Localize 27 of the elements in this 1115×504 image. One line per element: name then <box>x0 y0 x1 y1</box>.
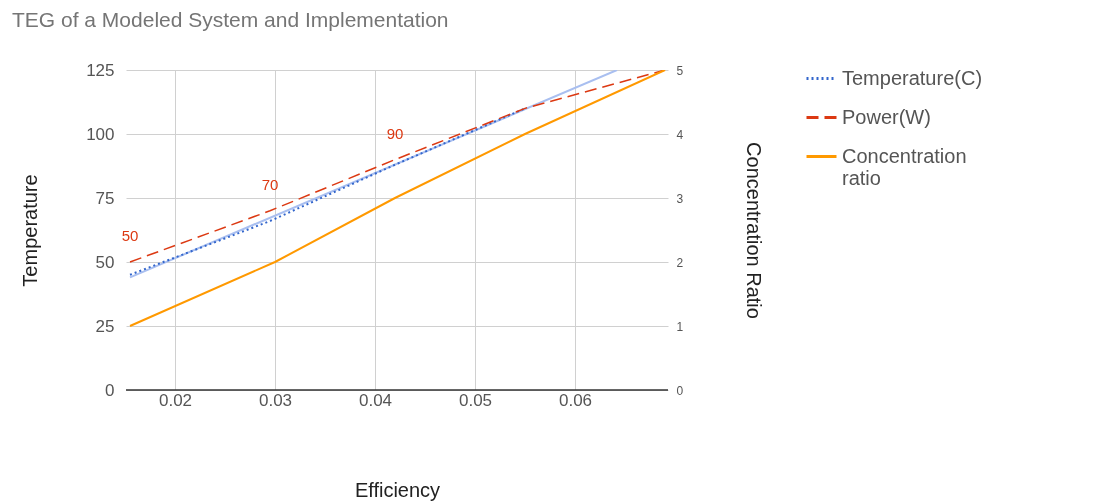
x-tick-label: 0.06 <box>558 390 593 410</box>
x-tick-label: 0.04 <box>358 390 393 410</box>
y2-tick-label: 5 <box>676 63 684 78</box>
y2-tick-label: 4 <box>676 127 684 142</box>
x-axis-title: Efficiency <box>354 478 441 501</box>
x-tick-label: 0.05 <box>458 390 493 410</box>
y-tick-label: 50 <box>95 252 115 272</box>
data-label: 50 <box>121 227 139 244</box>
data-label: 70 <box>261 175 279 193</box>
y-axis-title: Temperature <box>19 174 42 287</box>
legend-label: Power(W) <box>842 105 931 128</box>
y2-tick-label: 0 <box>676 383 684 398</box>
y2-tick-label: 1 <box>676 319 684 334</box>
y-tick-label: 0 <box>105 380 115 400</box>
x-tick-label: 0.03 <box>258 390 293 410</box>
data-label: 90 <box>386 124 404 142</box>
y2-axis-title: Concentration Ratio <box>743 142 766 319</box>
chart-title: TEG of a Modeled System and Implementation <box>12 8 449 31</box>
legend-label: Temperature(C) <box>842 66 983 89</box>
y-tick-label: 100 <box>86 124 115 144</box>
legend-label: Concentration ratio <box>842 144 967 189</box>
y2-tick-label: 2 <box>676 255 684 270</box>
y-tick-label: 25 <box>95 316 115 336</box>
y-tick-label: 75 <box>95 188 115 208</box>
y-tick-label: 125 <box>86 60 115 80</box>
x-tick-label: 0.02 <box>158 390 193 410</box>
y2-tick-label: 3 <box>676 191 684 206</box>
